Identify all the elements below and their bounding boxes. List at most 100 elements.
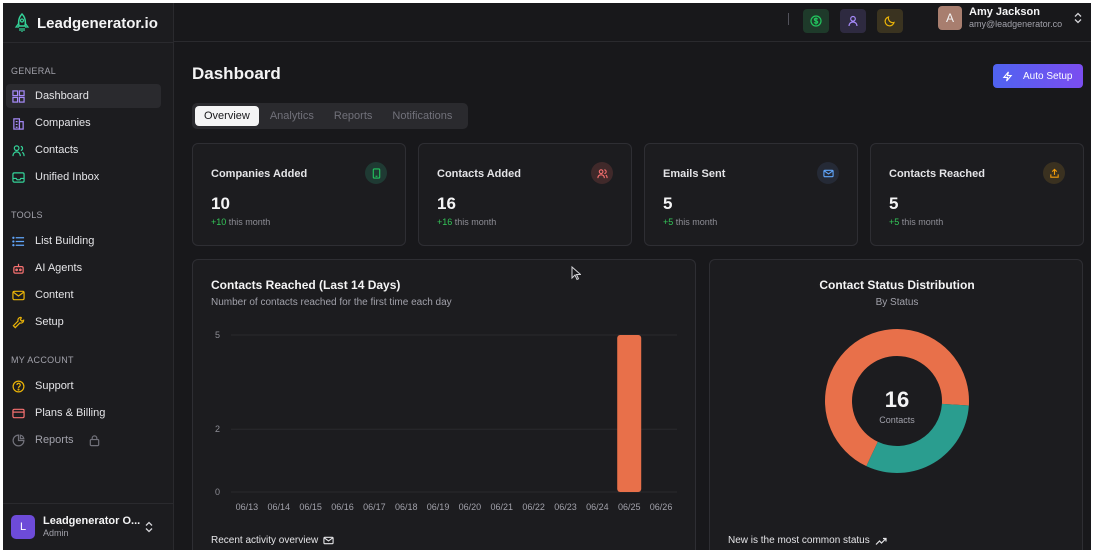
sidebar-item-list-building[interactable]: List Building: [6, 229, 161, 253]
chart-title: Contacts Reached (Last 14 Days): [211, 278, 401, 292]
sidebar-item-label: Support: [35, 380, 74, 392]
stat-value: 16: [437, 194, 456, 213]
wrench-icon: [12, 316, 25, 328]
bar[interactable]: [617, 335, 642, 492]
header-divider: [788, 13, 789, 25]
user-icon: [848, 15, 858, 27]
donut-chart: [825, 329, 969, 473]
avatar: A: [938, 6, 962, 30]
stat-delta: +5: [663, 217, 674, 227]
x-tick-label: 06/26: [650, 502, 673, 512]
org-role: Admin: [43, 528, 69, 538]
stat-icon-badge: [365, 162, 387, 184]
sidebar-item-label: Setup: [35, 316, 64, 328]
dollar-icon: [810, 15, 822, 27]
x-tick-label: 06/13: [236, 502, 259, 512]
section-general: GENERAL: [11, 66, 57, 76]
x-tick-label: 06/24: [586, 502, 609, 512]
user-name: Amy Jackson: [969, 6, 1040, 18]
tab-notifications[interactable]: Notifications: [392, 110, 453, 122]
user-email: amy@leadgenerator.co: [969, 19, 1063, 29]
tab-bar: Overview Analytics Reports Notifications: [192, 103, 468, 129]
chart-title: Contact Status Distribution: [819, 278, 975, 292]
tab-reports[interactable]: Reports: [333, 110, 373, 122]
x-tick-label: 06/21: [491, 502, 514, 512]
donut-center-value: 16: [884, 387, 910, 412]
org-switcher[interactable]: L Leadgenerator O... Admin: [3, 503, 174, 550]
profile-button[interactable]: [840, 9, 866, 33]
tab-analytics[interactable]: Analytics: [269, 110, 314, 122]
org-name: Leadgenerator O...: [43, 515, 141, 527]
x-tick-label: 06/18: [395, 502, 418, 512]
sidebar-item-ai-agents[interactable]: AI Agents: [6, 256, 161, 280]
x-tick-label: 06/25: [618, 502, 641, 512]
auto-setup-button[interactable]: Auto Setup: [993, 64, 1083, 88]
donut-slice[interactable]: [866, 403, 969, 473]
section-tools: TOOLS: [11, 210, 43, 220]
y-tick-label: 0: [215, 487, 220, 497]
brand[interactable]: Leadgenerator.io: [13, 11, 158, 35]
page-title: Dashboard: [192, 64, 281, 83]
stat-icon-badge: [591, 162, 613, 184]
stat-subtext: +10 this month: [211, 217, 270, 227]
mail-icon: [323, 536, 334, 545]
grid-icon: [12, 89, 25, 103]
x-tick-label: 06/20: [459, 502, 482, 512]
stat-icon-badge: [817, 162, 839, 184]
help-circle-icon: [12, 380, 25, 392]
stat-label: Emails Sent: [663, 168, 726, 180]
moon-icon: [884, 16, 895, 27]
pie-chart-icon: [12, 433, 25, 446]
upload-icon: [1049, 168, 1059, 178]
sidebar-item-reports[interactable]: Reports: [6, 428, 161, 452]
theme-toggle-button[interactable]: [877, 9, 903, 33]
sidebar-item-companies[interactable]: Companies: [6, 111, 161, 135]
chart-footer: New is the most common status: [728, 535, 887, 546]
y-tick-label: 5: [215, 330, 220, 340]
stat-label: Contacts Reached: [889, 168, 985, 180]
bot-icon: [13, 263, 24, 274]
donut-slice[interactable]: [825, 329, 969, 467]
stat-icon-badge: [1043, 162, 1065, 184]
org-text: Leadgenerator O... Admin: [43, 515, 140, 539]
chart-footer: Recent activity overview: [211, 535, 334, 546]
tablet-icon: [372, 167, 380, 179]
chart-subtitle: Number of contacts reached for the first…: [211, 297, 452, 308]
sidebar-divider: [3, 42, 174, 43]
sidebar-item-label: Companies: [35, 117, 91, 129]
sidebar-item-content[interactable]: Content: [6, 283, 161, 307]
contact-status-chart-card: Contact Status Distribution By Status 16…: [709, 259, 1083, 550]
sidebar-item-contacts[interactable]: Contacts: [6, 138, 161, 162]
building-icon: [13, 117, 24, 130]
sidebar-item-unified-inbox[interactable]: Unified Inbox: [6, 165, 161, 189]
sidebar-item-support[interactable]: Support: [6, 374, 161, 398]
chart-subtitle: By Status: [875, 297, 919, 308]
user-menu[interactable]: A Amy Jackson amy@leadgenerator.co: [938, 6, 1083, 30]
contacts-reached-chart-card: Contacts Reached (Last 14 Days) Number o…: [192, 259, 696, 550]
trending-up-icon: [875, 537, 887, 545]
stat-subtext: +5 this month: [889, 217, 943, 227]
billing-button[interactable]: [803, 9, 829, 33]
stat-card-contacts-reached: Contacts Reached 5 +5 this month: [870, 143, 1084, 246]
stat-delta: +10: [211, 217, 227, 227]
users-icon: [596, 168, 608, 178]
stat-card-companies-added: Companies Added 10 +10 this month: [192, 143, 406, 246]
stat-period: this month: [226, 217, 271, 227]
inbox-icon: [12, 171, 25, 183]
app-window: Leadgenerator.io GENERAL Dashboard Compa…: [3, 3, 1091, 550]
chart-footer-text: Recent activity overview: [211, 535, 319, 546]
sidebar-item-dashboard[interactable]: Dashboard: [6, 84, 161, 108]
chevrons-up-down-icon: [1074, 12, 1082, 24]
x-tick-label: 06/17: [363, 502, 386, 512]
tab-overview[interactable]: Overview: [195, 106, 259, 126]
sidebar-item-plans-billing[interactable]: Plans & Billing: [6, 401, 161, 425]
sidebar: Leadgenerator.io GENERAL Dashboard Compa…: [3, 3, 174, 550]
sidebar-item-setup[interactable]: Setup: [6, 310, 161, 334]
sidebar-item-label: List Building: [35, 235, 95, 247]
sidebar-item-label: Dashboard: [35, 90, 89, 102]
stat-subtext: +5 this month: [663, 217, 717, 227]
org-avatar: L: [11, 515, 35, 539]
stat-period: this month: [452, 217, 497, 227]
x-tick-label: 06/15: [299, 502, 322, 512]
stat-value: 5: [889, 194, 899, 213]
